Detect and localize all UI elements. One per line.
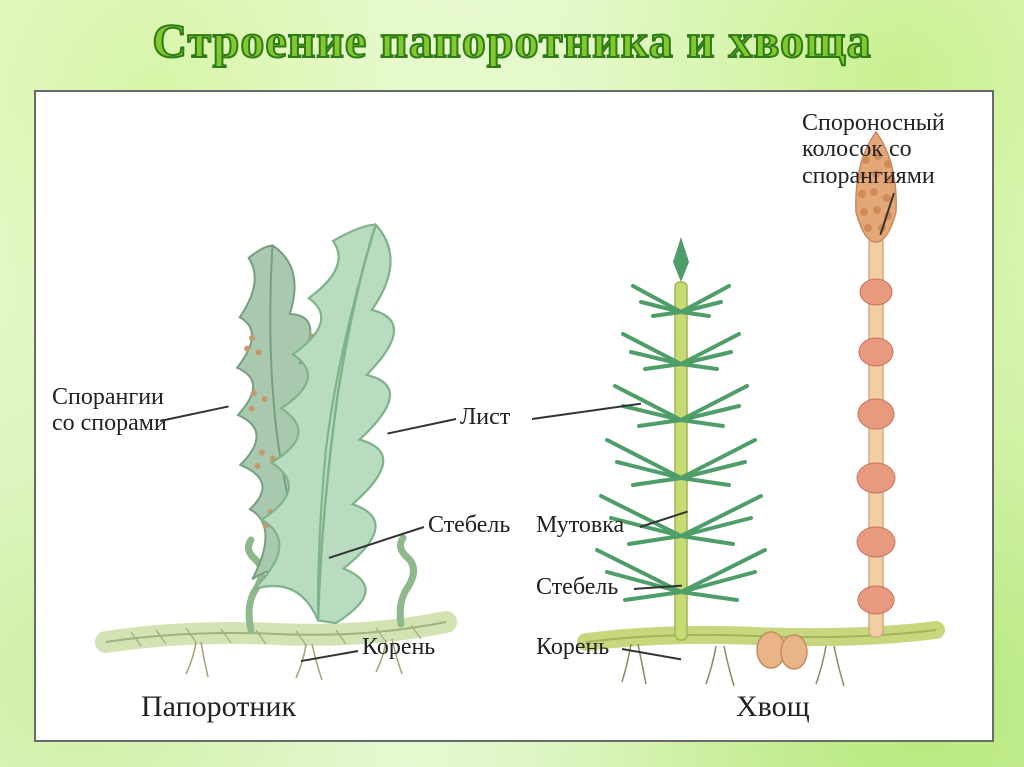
horsetail-drawing: [576, 102, 996, 722]
label-horsetail-root: Корень: [536, 634, 609, 660]
page-title: Строение папоротника и хвоща: [0, 14, 1024, 69]
diagram-panel: Спорангии со спорами Лист Стебель Корень…: [34, 90, 994, 742]
label-strobilus: Спороносный колосок со спорангиями: [802, 110, 945, 189]
label-fern-sporangia: Спорангии со спорами: [52, 384, 167, 437]
label-horsetail-stem: Стебель: [536, 574, 618, 600]
label-whorl: Мутовка: [536, 512, 624, 538]
label-fern-root: Корень: [362, 634, 435, 660]
fern-name: Папоротник: [141, 690, 296, 723]
horsetail-name: Хвощ: [736, 690, 810, 723]
label-fern-stem: Стебель: [428, 512, 510, 538]
label-leaf: Лист: [460, 404, 510, 430]
